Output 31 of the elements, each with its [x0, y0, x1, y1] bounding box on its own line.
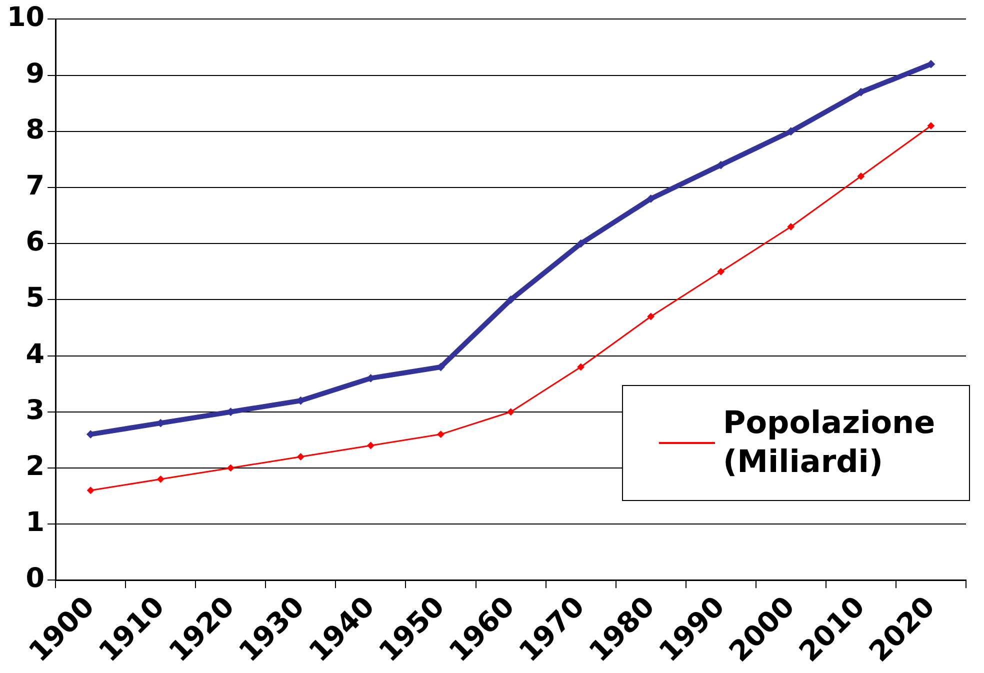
point — [717, 268, 724, 276]
y-tick-label: 5 — [26, 282, 45, 314]
point — [787, 223, 794, 230]
y-tick-label: 1 — [26, 507, 45, 538]
y-tick-label: 4 — [26, 338, 45, 370]
point — [297, 453, 304, 460]
point — [857, 172, 864, 180]
y-tick-label: 2 — [26, 450, 45, 482]
point — [646, 194, 655, 203]
y-tick-label: 7 — [26, 170, 45, 202]
point — [437, 430, 444, 438]
y-tick-label: 0 — [26, 563, 45, 594]
point — [576, 240, 585, 248]
legend-label: Popolazione (Miliardi) — [723, 404, 936, 482]
point — [927, 122, 934, 130]
y-tick-label: 6 — [26, 226, 45, 258]
y-tick-label: 3 — [26, 394, 45, 426]
point — [786, 127, 795, 136]
point — [227, 464, 234, 472]
point — [856, 88, 865, 96]
point — [716, 161, 725, 170]
point — [157, 476, 164, 483]
y-tick-label: 10 — [6, 2, 45, 34]
point — [506, 296, 515, 304]
point — [507, 408, 514, 416]
point — [367, 442, 374, 450]
y-tick-label: 9 — [26, 58, 45, 90]
point — [87, 486, 94, 494]
point — [647, 312, 654, 320]
y-tick-label: 8 — [26, 114, 45, 146]
point — [577, 363, 584, 370]
